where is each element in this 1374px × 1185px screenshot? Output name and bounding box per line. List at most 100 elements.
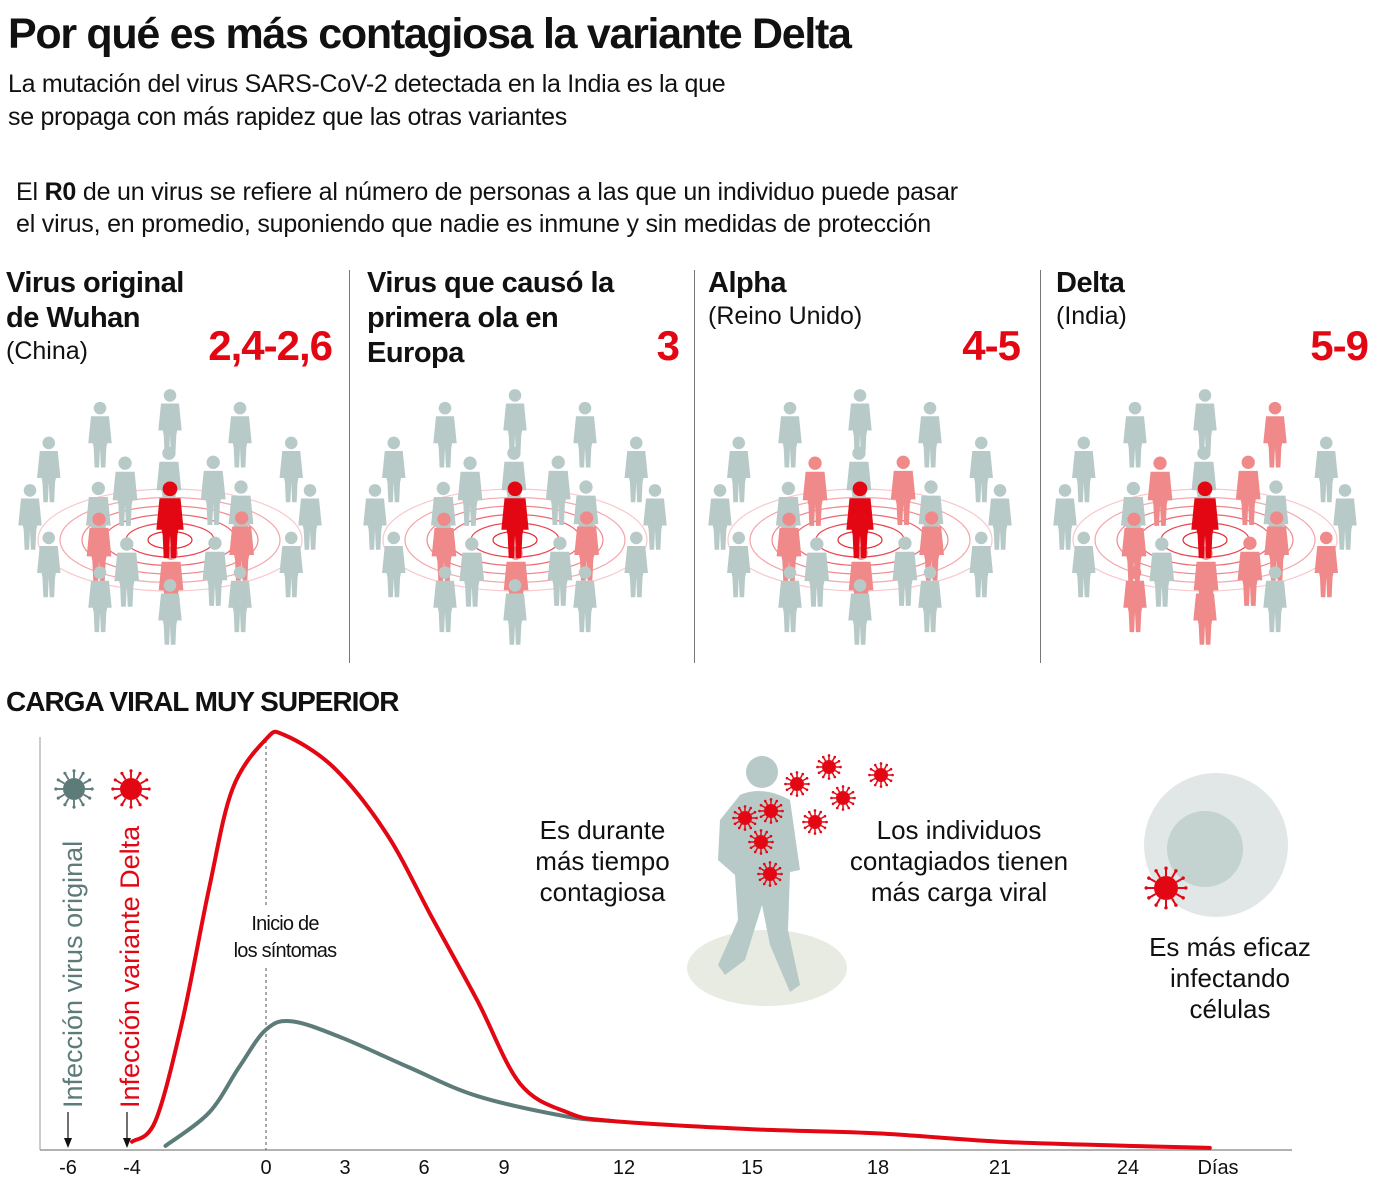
virus-delta-icon (111, 769, 151, 809)
virus-spike-tip (759, 815, 763, 819)
virus-body (763, 867, 777, 881)
person-icon (1264, 511, 1290, 581)
person-icon (229, 511, 255, 581)
virus-spike-tip (1147, 876, 1151, 880)
person-body (848, 403, 872, 455)
note-line: más carga viral (870, 877, 1048, 907)
person-head (42, 436, 56, 450)
person-icon (503, 389, 527, 455)
virus-spike-tip (784, 782, 787, 786)
virus-spike-tip (789, 792, 793, 796)
person-head (438, 401, 452, 415)
person-body (1264, 526, 1290, 581)
person-body (1237, 551, 1263, 606)
virus-spike-tip (847, 806, 851, 810)
person-icon (1193, 389, 1217, 455)
virus-spike-tip (769, 846, 773, 850)
x-tick-label: 24 (1117, 1157, 1139, 1179)
virus-spike (121, 773, 127, 780)
person-head (507, 446, 521, 460)
virus-spike-tip (1174, 869, 1178, 873)
person-head (1319, 531, 1333, 545)
virus-spike-tip (138, 771, 142, 775)
virus-spike-tip (869, 779, 873, 783)
virus-spike-tip (837, 771, 841, 775)
virus-body (63, 778, 85, 800)
variant-title: Delta (1056, 267, 1125, 299)
virus-spike-tip (757, 872, 760, 876)
variant-r0-value: 3 (656, 322, 680, 369)
person-head (93, 566, 107, 579)
virus-spike-tip (785, 776, 789, 780)
person-head (387, 531, 401, 545)
person-head (206, 455, 220, 469)
person-icon (88, 566, 112, 633)
person-icon (18, 484, 42, 550)
series-label-original: Infección virus original (58, 841, 88, 1108)
person-icon (892, 536, 918, 606)
person-head (853, 579, 867, 592)
subtitle-line: se propaga con más rapidez que las otras… (8, 103, 567, 131)
x-tick-label: 15 (741, 1157, 763, 1179)
virus-spike-tip (813, 809, 817, 812)
virus-spike-tip (817, 771, 821, 775)
person-icon (708, 484, 732, 550)
person-head (233, 401, 247, 415)
person-icon (969, 436, 993, 503)
person-body (156, 498, 184, 559)
person-body (624, 451, 648, 503)
person-head (808, 456, 822, 470)
virus-icon (816, 754, 842, 780)
virus-spike-tip (768, 861, 772, 864)
person-head (1077, 531, 1091, 545)
person-head (368, 484, 382, 497)
virus-spike-tip (758, 866, 762, 870)
crowd-panel (1053, 389, 1357, 645)
r0-line1: de un virus se refiere al número de pers… (76, 178, 958, 206)
virus-spike-tip (769, 821, 773, 824)
person-body (1263, 580, 1287, 633)
virus-spike-tip (758, 809, 761, 813)
person-body (503, 593, 527, 645)
person-icon (545, 455, 571, 526)
person-body (573, 580, 597, 633)
person-head (629, 436, 643, 450)
virus-spike-tip (873, 763, 877, 767)
virus-spike-tip (753, 830, 757, 834)
person-head (1127, 512, 1141, 526)
person-head (233, 566, 247, 579)
variant-title: Virus original (6, 267, 184, 299)
person-body (778, 416, 802, 468)
virus-spike (1175, 877, 1184, 883)
person-head (163, 389, 177, 402)
person-head (1198, 579, 1212, 592)
virus-spike-tip (765, 830, 769, 834)
person-body (547, 551, 573, 606)
person-head (1155, 537, 1169, 551)
virus-spike-tip (868, 773, 871, 777)
virus-spike-tip (821, 775, 825, 779)
person-icon (848, 389, 872, 455)
virus-spike-tip (762, 882, 766, 886)
person-head (162, 481, 178, 497)
person-icon (298, 484, 322, 550)
person-head (387, 436, 401, 450)
virus-spike (1148, 877, 1157, 883)
virus-spike-tip (56, 778, 60, 782)
virus-spike-tip (768, 884, 772, 887)
infection-arrow-head (123, 1138, 131, 1148)
virus-spike-tip (825, 820, 828, 824)
person-head (120, 537, 134, 551)
person-icon (37, 436, 61, 503)
person-head (713, 484, 727, 497)
variant-panel-wuhan: Virus original de Wuhan (China) (6, 266, 184, 366)
x-tick-label: 12 (613, 1157, 635, 1179)
virus-spike-tip (839, 765, 842, 769)
virus-spike (135, 773, 141, 780)
virus-body (754, 835, 768, 849)
virus-spike-tip (869, 767, 873, 771)
virus-spike-tip (1154, 869, 1158, 873)
virus-spike-tip (1144, 886, 1148, 890)
person-body (382, 451, 406, 503)
person-body (279, 546, 303, 598)
